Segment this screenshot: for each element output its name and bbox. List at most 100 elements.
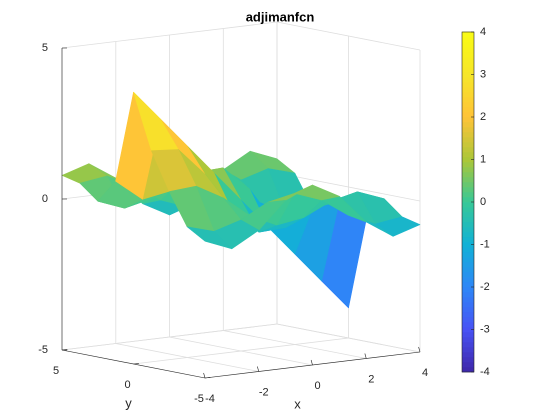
colorbar-step: [462, 166, 474, 173]
colorbar-step: [462, 211, 474, 218]
colorbar-step: [462, 336, 474, 343]
colorbar-step: [462, 171, 474, 178]
x-tick: [310, 359, 313, 366]
colorbar-tick-label: 3: [480, 68, 486, 80]
colorbar-step: [462, 261, 474, 268]
colorbar-step: [462, 351, 474, 358]
colorbar-step: [462, 71, 474, 78]
colorbar-step: [462, 231, 474, 238]
y-tick-label: 5: [53, 365, 59, 377]
colorbar-step: [462, 246, 474, 253]
colorbar-step: [462, 331, 474, 338]
surface-layer: [61, 91, 421, 309]
colorbar-step: [462, 141, 474, 148]
colorbar-step: [462, 41, 474, 48]
colorbar-step: [462, 286, 474, 293]
colorbar-step: [462, 186, 474, 193]
colorbar-tick-label: 2: [480, 111, 486, 123]
colorbar-step: [462, 151, 474, 158]
colorbar-step: [462, 366, 474, 373]
colorbar-step: [462, 126, 474, 133]
colorbar-step: [462, 196, 474, 203]
colorbar-step: [462, 296, 474, 303]
chart-title: adjimanfcn: [246, 9, 315, 24]
colorbar-step: [462, 356, 474, 363]
z-tick-label: 5: [42, 42, 48, 54]
colorbar-step: [462, 91, 474, 98]
y-axis-label: y: [125, 395, 132, 410]
colorbar-step: [462, 276, 474, 283]
colorbar-step: [462, 161, 474, 168]
x-tick-label: 0: [314, 380, 320, 392]
colorbar-step: [462, 361, 474, 368]
colorbar-tick-label: -4: [480, 366, 490, 378]
y-tick-label: -5: [194, 393, 204, 405]
colorbar-step: [462, 201, 474, 208]
colorbar-step: [462, 291, 474, 298]
colorbar-step: [462, 136, 474, 143]
colorbar-step: [462, 326, 474, 333]
colorbar-step: [462, 191, 474, 198]
colorbar-step: [462, 316, 474, 323]
colorbar-step: [462, 46, 474, 53]
y-tick: [133, 363, 139, 365]
colorbar-step: [462, 256, 474, 263]
colorbar-step: [462, 131, 474, 138]
colorbar-step: [462, 36, 474, 43]
colorbar-step: [462, 236, 474, 243]
colorbar-tick-label: 4: [480, 26, 486, 38]
colorbar-step: [462, 96, 474, 103]
colorbar-step: [462, 101, 474, 108]
x-tick: [364, 353, 367, 359]
y-tick: [204, 377, 211, 379]
y-tick-label: 0: [124, 379, 130, 391]
x-tick-label: -4: [205, 393, 215, 405]
colorbar-step: [462, 221, 474, 228]
colorbar-step: [462, 56, 474, 63]
colorbar-step: [462, 61, 474, 68]
z-tick-label: -5: [38, 344, 48, 356]
colorbar-step: [462, 106, 474, 113]
colorbar-step: [462, 346, 474, 353]
colorbar-step: [462, 206, 474, 213]
grid-line: [61, 323, 421, 353]
colorbar-tick-label: 1: [480, 153, 486, 165]
colorbar-step: [462, 281, 474, 288]
colorbar-step: [462, 116, 474, 123]
colorbar-step: [462, 301, 474, 308]
colorbar-step: [462, 216, 474, 223]
colorbar-step: [462, 66, 474, 73]
colorbar-step: [462, 76, 474, 83]
colorbar-step: [462, 31, 474, 38]
colorbar-step: [462, 176, 474, 183]
colorbar-step: [462, 321, 474, 328]
x-tick: [418, 346, 421, 353]
colorbar-step: [462, 86, 474, 93]
colorbar-step: [462, 181, 474, 188]
colorbar-step: [462, 51, 474, 58]
colorbar-tick-label: -3: [480, 323, 490, 335]
colorbar-step: [462, 111, 474, 118]
colorbar-step: [462, 121, 474, 128]
x-tick: [203, 372, 206, 379]
colorbar-step: [462, 341, 474, 348]
colorbar-step: [462, 241, 474, 248]
colorbar-tick-label: 0: [480, 196, 486, 208]
grid-line: [61, 21, 421, 51]
y-tick: [61, 349, 68, 351]
colorbar-tick-label: -1: [480, 238, 490, 250]
colorbar-step: [462, 156, 474, 163]
x-axis-label: x: [294, 396, 301, 411]
x-tick-label: 2: [368, 373, 374, 385]
colorbar-step: [462, 81, 474, 88]
colorbar-step: [462, 226, 474, 233]
colorbar-step: [462, 271, 474, 278]
surface-patch: [186, 226, 233, 250]
colorbar-step: [462, 266, 474, 273]
colorbar-tick-label: -2: [480, 281, 490, 293]
x-tick: [257, 366, 260, 372]
axes-layer: -5 0 5 -4 -2 0 2 4 -5 0 5 x y -4 -3 -2 -1 0 1 2 3 4: [38, 26, 490, 412]
colorbar-step: [462, 306, 474, 313]
x-tick-label: 4: [422, 367, 428, 379]
